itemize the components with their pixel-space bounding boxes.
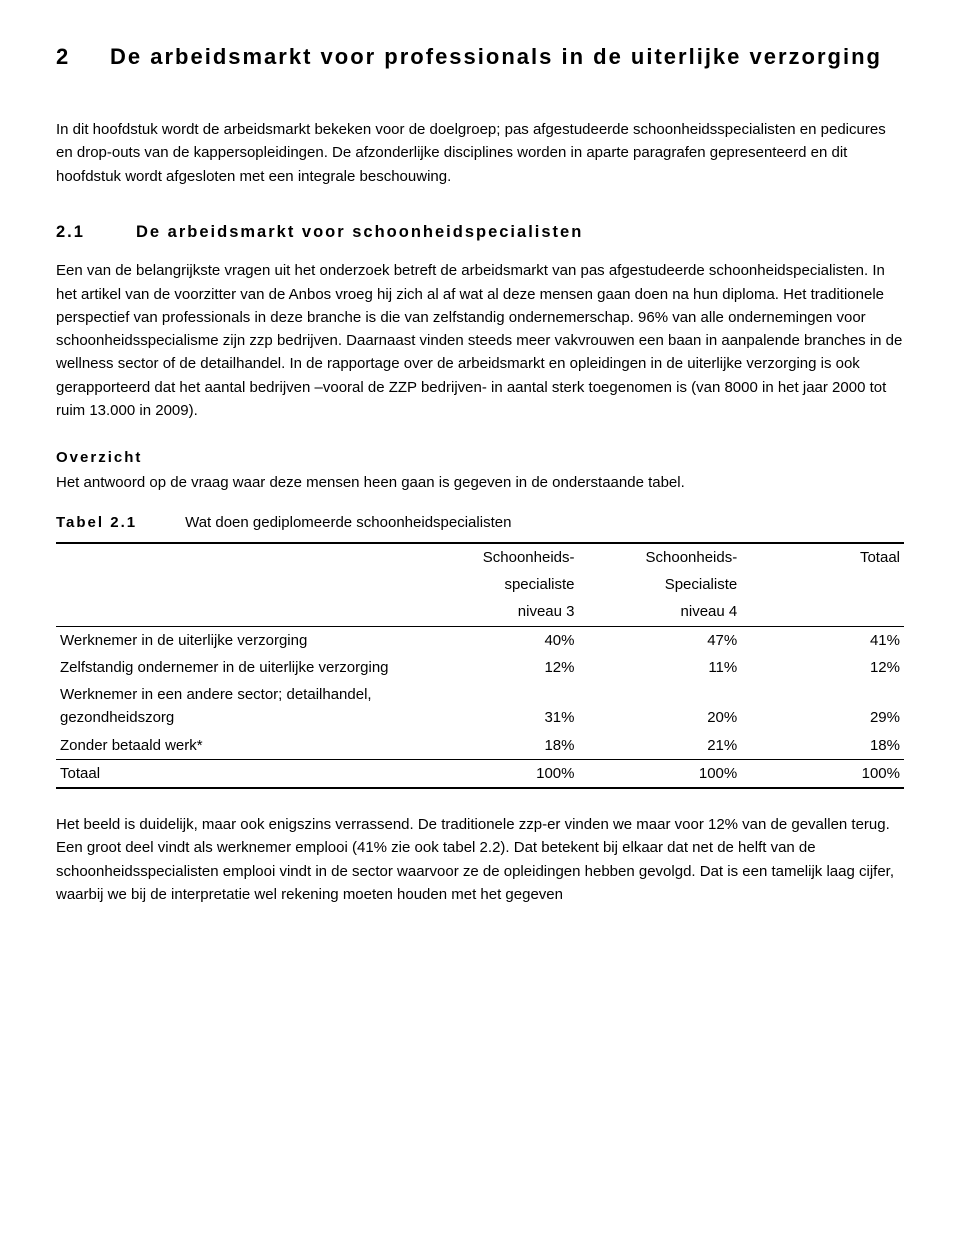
chapter-title: 2De arbeidsmarkt voor professionals in d… [56,40,904,74]
table-label: Tabel 2.1 [56,511,137,534]
intro-paragraph: In dit hoofdstuk wordt de arbeidsmarkt b… [56,118,904,188]
table-row: Werknemer in een andere sector; detailha… [56,681,904,732]
section-title-text: De arbeidsmarkt voor schoonheidspecialis… [136,223,583,241]
overzicht-heading: Overzicht [56,446,904,469]
cell: 100% [741,759,904,788]
row-label: Totaal [56,759,416,788]
table-caption-text: Wat doen gediplomeerde schoonheidspecial… [185,511,511,534]
col-header-c1-l1: Schoonheids- [416,543,579,571]
cell: 100% [416,759,579,788]
cell: 11% [579,654,742,681]
table-header-row: Schoonheids- Schoonheids- Totaal [56,543,904,571]
row-label: Zelfstandig ondernemer in de uiterlijke … [56,654,416,681]
cell: 29% [741,681,904,732]
cell: 12% [741,654,904,681]
table-2-1: Schoonheids- Schoonheids- Totaal special… [56,542,904,789]
cell: 31% [416,681,579,732]
col-header-c1-l3: niveau 3 [416,598,579,626]
table-row: Zelfstandig ondernemer in de uiterlijke … [56,654,904,681]
cell: 12% [416,654,579,681]
chapter-title-text: De arbeidsmarkt voor professionals in de… [110,44,882,69]
table-total-row: Totaal 100% 100% 100% [56,759,904,788]
chapter-number: 2 [56,40,110,74]
closing-paragraph: Het beeld is duidelijk, maar ook enigszi… [56,813,904,906]
cell: 18% [741,732,904,760]
cell: 40% [416,626,579,654]
section-number: 2.1 [56,220,136,246]
cell: 47% [579,626,742,654]
cell: 21% [579,732,742,760]
col-header-c1-l2: specialiste [416,571,579,598]
row-label: Werknemer in een andere sector; detailha… [56,681,416,732]
table-row: Zonder betaald werk* 18% 21% 18% [56,732,904,760]
row-label: Werknemer in de uiterlijke verzorging [56,626,416,654]
cell: 20% [579,681,742,732]
col-header-c2-l1: Schoonheids- [579,543,742,571]
cell: 18% [416,732,579,760]
col-header-c2-l2: Specialiste [579,571,742,598]
cell: 100% [579,759,742,788]
section-body: Een van de belangrijkste vragen uit het … [56,259,904,422]
row-label: Zonder betaald werk* [56,732,416,760]
table-header-row: niveau 3 niveau 4 [56,598,904,626]
section-heading: 2.1De arbeidsmarkt voor schoonheidspecia… [56,220,904,246]
document-page: 2De arbeidsmarkt voor professionals in d… [0,0,960,1257]
col-header-c2-l3: niveau 4 [579,598,742,626]
col-header-c3-l1: Totaal [741,543,904,571]
table-caption: Tabel 2.1 Wat doen gediplomeerde schoonh… [56,511,904,534]
overzicht-text: Het antwoord op de vraag waar deze mense… [56,471,904,494]
table-row: Werknemer in de uiterlijke verzorging 40… [56,626,904,654]
table-header-row: specialiste Specialiste [56,571,904,598]
cell: 41% [741,626,904,654]
